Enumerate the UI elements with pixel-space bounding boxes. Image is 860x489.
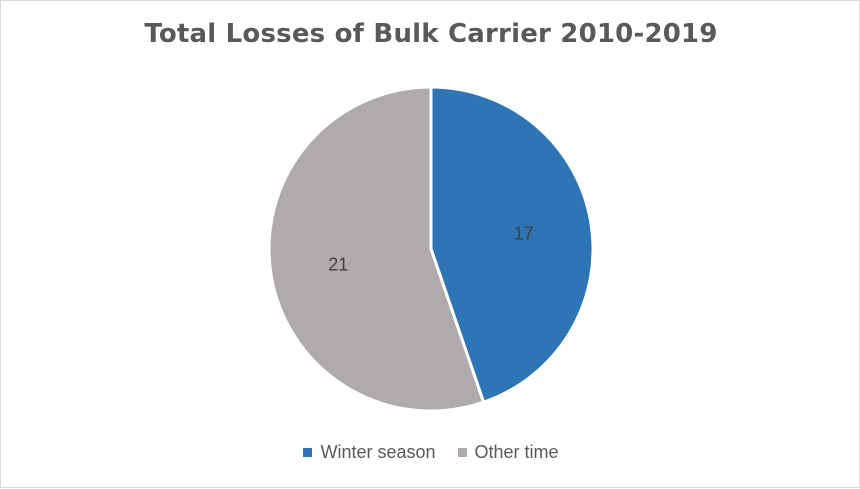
- data-label-other: 21: [328, 254, 348, 274]
- chart-legend: Winter season Other time: [1, 442, 860, 463]
- legend-label-winter: Winter season: [320, 442, 436, 462]
- chart-title: Total Losses of Bulk Carrier 2010-2019: [144, 19, 718, 49]
- pie-slices: [267, 85, 595, 413]
- legend-item-other: Other time: [457, 442, 559, 463]
- legend-label-other: Other time: [474, 442, 559, 462]
- legend-item-winter: Winter season: [303, 442, 436, 463]
- legend-swatch-winter: [303, 448, 313, 457]
- pie-slice-other: [267, 85, 486, 413]
- data-label-winter: 17: [514, 224, 534, 244]
- legend-swatch-other: [457, 448, 467, 457]
- pie-slice-winter: [429, 85, 595, 404]
